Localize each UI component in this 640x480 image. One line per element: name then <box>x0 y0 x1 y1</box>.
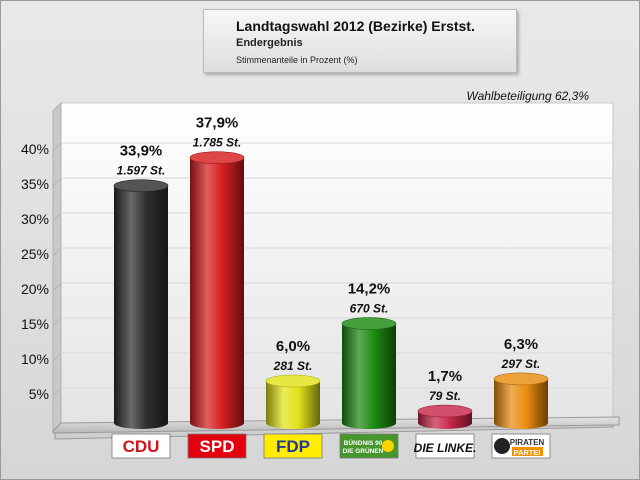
logo-text: FDP <box>276 437 310 456</box>
vote-label: 79 St. <box>429 389 461 403</box>
party-logo-4: DIE LINKE. <box>414 433 477 459</box>
logo-text: SPD <box>200 437 235 456</box>
bar-body <box>494 378 548 429</box>
y-tick-label: 15% <box>21 316 49 332</box>
value-label: 6,3% <box>504 336 538 353</box>
logo-box <box>263 433 323 459</box>
y-tick-label: 40% <box>21 141 49 157</box>
chart-side-wall <box>52 101 62 433</box>
chart-floor <box>52 416 620 434</box>
vote-label: 281 St. <box>273 359 313 373</box>
bar-top <box>417 404 473 418</box>
vote-label: 297 St. <box>501 357 541 371</box>
gridline-side <box>52 177 62 187</box>
gridline-side <box>52 282 62 292</box>
value-label: 6,0% <box>276 338 310 355</box>
sunflower-icon <box>382 440 394 452</box>
logo-text: BÜNDNIS 90 <box>344 438 383 447</box>
value-label: 33,9% <box>120 143 163 160</box>
y-tick-label: 30% <box>21 211 49 227</box>
gridline-side <box>52 212 62 222</box>
pirate-flag-icon <box>494 438 510 454</box>
chart-header: Landtagswahl 2012 (Bezirke) Erstst. Ende… <box>203 9 517 73</box>
gridline-side <box>52 142 62 152</box>
bar-2 <box>265 374 321 429</box>
vote-label: 670 St. <box>350 302 389 316</box>
bar-body <box>190 157 244 429</box>
bar-top <box>265 374 321 388</box>
logo-box <box>111 433 171 459</box>
bar-3 <box>341 317 397 429</box>
bar-top <box>113 179 169 192</box>
logo-text: CDU <box>123 437 160 456</box>
value-label: 14,2% <box>348 281 391 298</box>
bar-0 <box>113 179 169 429</box>
bar-top <box>493 372 549 386</box>
gridline-side <box>52 387 62 397</box>
y-tick-label: 10% <box>21 351 49 367</box>
logo-accent <box>512 447 543 456</box>
chart-title: Landtagswahl 2012 (Bezirke) Erstst. <box>236 18 475 34</box>
value-label: 37,9% <box>196 115 239 132</box>
bar-body <box>342 323 396 429</box>
value-label: 1,7% <box>428 368 462 385</box>
bar-top <box>341 317 397 330</box>
logo-box <box>415 433 475 459</box>
bar-body <box>266 381 320 429</box>
gridline-side <box>52 352 62 362</box>
gridline-side <box>52 247 62 257</box>
logo-text: PARTEI <box>514 448 541 457</box>
party-logo-2: FDP <box>263 433 323 459</box>
bar-5 <box>493 372 549 429</box>
party-logo-0: CDU <box>111 433 171 459</box>
vote-label: 1.785 St. <box>193 136 242 150</box>
bar-4 <box>417 404 473 429</box>
logo-text: PIRATEN <box>510 438 545 447</box>
logo-box <box>187 433 247 459</box>
logo-text: DIE LINKE. <box>414 441 477 455</box>
bar-1 <box>189 151 245 429</box>
y-tick-label: 35% <box>21 176 49 192</box>
y-tick-label: 25% <box>21 246 49 262</box>
bar-body <box>114 185 168 429</box>
gridline-side <box>52 317 62 327</box>
chart-subtitle: Endergebnis <box>236 37 303 49</box>
logo-text: DIE GRÜNEN <box>343 446 384 455</box>
vote-label: 1.597 St. <box>117 164 166 178</box>
turnout-label: Wahlbeteiligung 62,3% <box>466 89 589 103</box>
y-tick-label: 5% <box>29 386 49 402</box>
bar-top <box>189 151 245 164</box>
party-logo-1: SPD <box>187 433 247 459</box>
chart-unit-note: Stimmenanteile in Prozent (%) <box>236 55 358 65</box>
y-tick-label: 20% <box>21 281 49 297</box>
